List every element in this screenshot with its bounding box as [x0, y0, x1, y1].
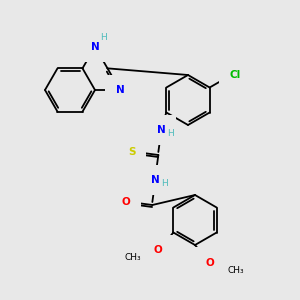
- Text: N: N: [91, 42, 99, 52]
- Text: N: N: [151, 175, 160, 185]
- Text: H: H: [161, 178, 168, 188]
- Text: CH₃: CH₃: [227, 266, 244, 275]
- Text: H: H: [167, 128, 174, 137]
- Text: S: S: [128, 147, 136, 157]
- Text: N: N: [157, 125, 166, 135]
- Text: O: O: [154, 245, 163, 255]
- Text: N: N: [116, 85, 124, 95]
- Text: CH₃: CH₃: [125, 254, 141, 262]
- Text: H: H: [100, 33, 107, 42]
- Text: O: O: [206, 257, 214, 268]
- Text: O: O: [122, 197, 130, 207]
- Text: Cl: Cl: [230, 70, 241, 80]
